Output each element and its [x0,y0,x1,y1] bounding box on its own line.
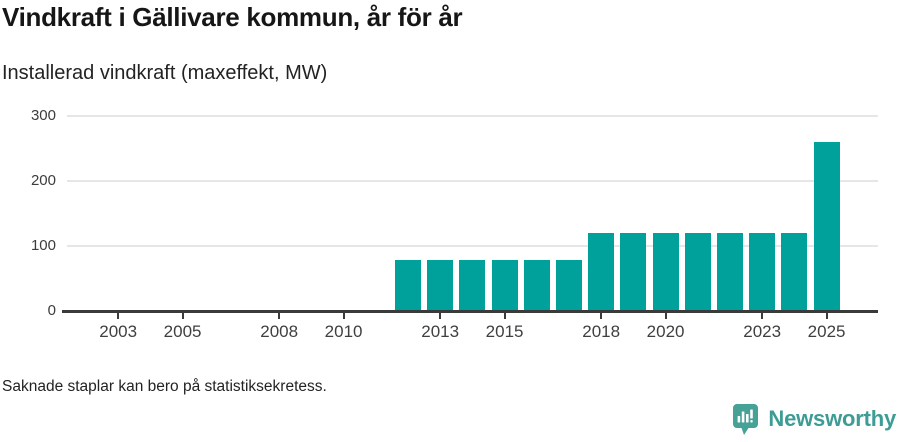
x-axis-label-2023: 2023 [743,322,782,341]
x-tick-2013 [439,312,442,319]
newsworthy-logo-text: Newsworthy [768,406,896,431]
chart-title: Vindkraft i Gällivare kommun, år för år [2,2,463,32]
newsworthy-logo: Newsworthy [732,402,896,438]
x-axis-label-2025: 2025 [807,322,846,341]
bar-2020 [652,233,679,311]
x-tick-2015 [503,312,506,319]
bar-2015 [491,260,518,311]
x-tick-2020 [664,312,667,319]
x-tick-2005 [181,312,184,319]
chart-footnote: Saknade staplar kan bero på statistiksek… [2,378,327,395]
y-axis-label-300: 300 [30,107,56,124]
gridline-200 [67,180,878,182]
gridline-300 [67,115,878,117]
x-axis-label-2018: 2018 [582,322,621,341]
bar-2023 [749,233,776,311]
x-axis-label-2008: 2008 [260,322,299,341]
bar-2017 [556,260,582,311]
x-axis-label-2013: 2013 [421,322,460,341]
y-axis-label-0: 0 [47,302,56,319]
x-tick-2008 [278,312,281,319]
x-axis-label-2010: 2010 [324,322,363,341]
x-tick-2023 [761,312,764,319]
x-tick-2003 [117,312,120,319]
bar-2016 [523,260,550,311]
y-axis-label-100: 100 [30,237,56,254]
bar-2018 [588,233,615,311]
bar-2021 [684,233,711,311]
x-axis-label-2005: 2005 [163,322,202,341]
bar-2012 [395,260,421,311]
bar-2024 [781,233,808,311]
gridline-100 [67,245,878,247]
x-axis-label-2020: 2020 [646,322,685,341]
bar-2013 [427,260,454,311]
bar-2022 [717,233,743,311]
chart-subtitle: Installerad vindkraft (maxeffekt, MW) [2,62,328,84]
newsworthy-chart-bubble-icon [732,403,759,437]
y-axis-label-200: 200 [30,172,56,189]
bar-2025 [813,142,840,311]
x-tick-2018 [600,312,603,319]
x-axis-label-2003: 2003 [99,322,138,341]
bar-2014 [459,260,486,311]
x-tick-2010 [342,312,345,319]
bar-2019 [620,233,647,311]
x-axis-label-2015: 2015 [485,322,524,341]
x-axis-line [62,310,878,313]
x-tick-2025 [825,312,828,319]
